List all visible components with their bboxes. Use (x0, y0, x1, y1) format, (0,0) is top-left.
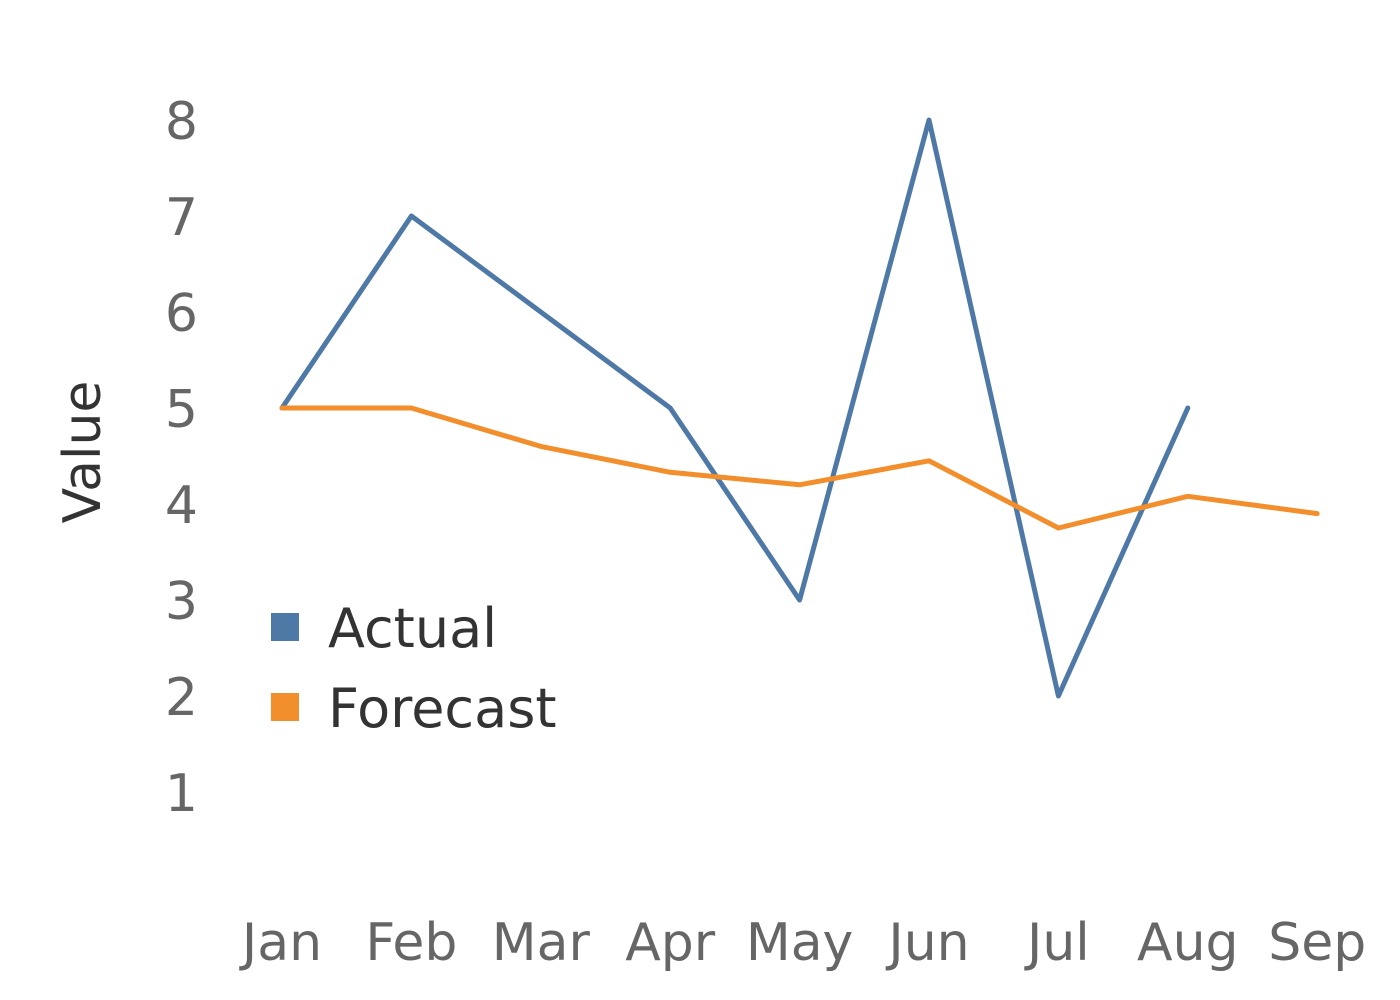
x-tick-label: Aug (1137, 913, 1239, 973)
y-tick-label: 3 (165, 572, 198, 632)
x-tick-label: Jun (885, 913, 969, 973)
legend: Actual Forecast (271, 597, 557, 740)
x-tick-label: Apr (625, 913, 716, 973)
y-tick-label: 6 (165, 284, 198, 344)
y-tick-label: 4 (165, 476, 198, 536)
y-axis-title: Value (53, 381, 113, 524)
legend-swatch (271, 693, 299, 721)
x-tick-label: Jul (1024, 913, 1090, 973)
legend-label: Actual (328, 597, 497, 660)
x-axis-ticks: Jan Feb Mar Apr May Jun Jul Aug Sep (239, 913, 1366, 973)
y-tick-label: 2 (165, 668, 198, 728)
legend-label: Forecast (328, 677, 557, 740)
y-tick-label: 8 (165, 92, 198, 152)
x-tick-label: May (746, 913, 854, 973)
y-axis-ticks: 1 2 3 4 5 6 7 8 (165, 92, 198, 824)
x-tick-label: Feb (365, 913, 457, 973)
legend-swatch (271, 613, 299, 641)
series-line-forecast (279, 405, 1320, 531)
x-tick-label: Jan (239, 913, 322, 973)
y-tick-label: 1 (165, 764, 198, 824)
series-lines (279, 117, 1320, 699)
x-tick-label: Mar (492, 913, 591, 973)
y-tick-label: 7 (165, 188, 198, 248)
series-line-actual (279, 117, 1191, 699)
y-tick-label: 5 (165, 380, 198, 440)
x-tick-label: Sep (1268, 913, 1366, 973)
